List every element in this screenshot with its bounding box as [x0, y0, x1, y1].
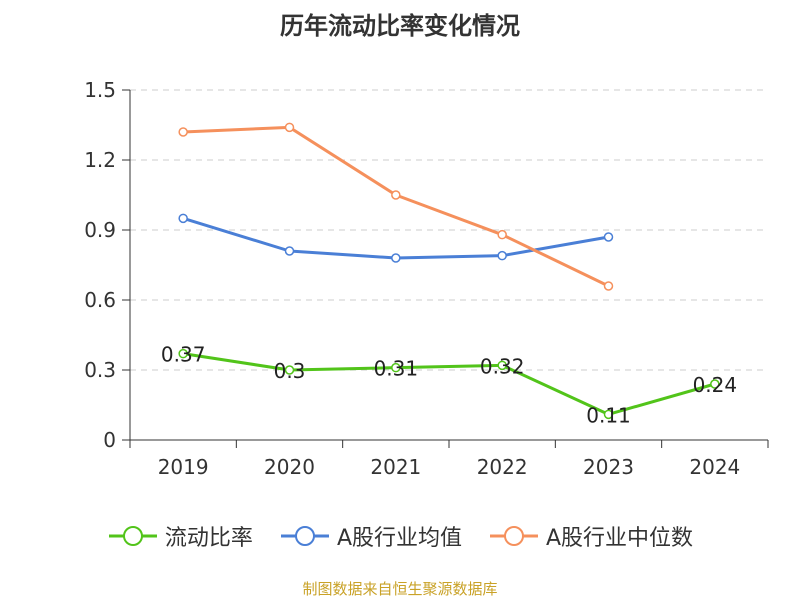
data-label: 0.31: [374, 357, 419, 381]
grid-layer: [130, 89, 768, 371]
y-tick-label: 0: [103, 428, 116, 452]
data-label: 0.37: [161, 343, 206, 367]
y-tick-label: 1.2: [84, 148, 116, 172]
legend: 流动比率 A股行业均值 A股行业中位数: [0, 520, 800, 552]
legend-swatch-marker: [294, 526, 315, 546]
series-line-0: [182, 352, 716, 416]
data-point: [391, 190, 401, 200]
data-label: 0.11: [586, 403, 631, 427]
x-tick-label: 2020: [264, 455, 315, 479]
data-point: [497, 250, 507, 261]
legend-item[interactable]: A股行业中位数: [488, 520, 693, 552]
data-point: [603, 232, 614, 242]
data-point: [391, 362, 401, 373]
data-point: [178, 127, 188, 137]
data-source-note: 制图数据来自恒生聚源数据库: [302, 580, 498, 598]
x-tick-label: 2023: [583, 455, 634, 479]
data-point: [497, 360, 507, 371]
x-tick-label: 2024: [689, 455, 740, 479]
legend-item[interactable]: A股行业均值: [279, 520, 462, 552]
legend-swatch-marker: [504, 526, 524, 546]
data-point: [284, 122, 295, 133]
data-point: [603, 409, 614, 420]
y-tick-label: 1.5: [84, 78, 116, 102]
x-tick-label: 2021: [370, 455, 421, 479]
data-point: [178, 348, 188, 359]
data-point: [284, 365, 295, 375]
legend-swatch-icon: [490, 526, 538, 546]
x-tick-label: 2019: [158, 455, 209, 479]
y-tick-label: 0.6: [84, 288, 116, 312]
data-point: [391, 253, 401, 263]
data-point: [178, 213, 188, 224]
legend-swatch-icon: [108, 526, 157, 546]
legend-swatch-marker: [122, 526, 143, 546]
data-label-layer: 0.37 0.3 0.31 0.32 0.11 0.24: [161, 343, 737, 428]
chart-title: 历年流动比率变化情况: [280, 12, 520, 40]
data-point: [284, 246, 295, 256]
legend-label: A股行业均值: [336, 526, 462, 551]
axis-layer: 0 0.3 0.6 0.9 1.2 1.5 2019 2020 2021 2022 2023 2024: [84, 78, 769, 479]
legend-label: 流动比率: [164, 526, 253, 551]
data-label: 0.24: [693, 373, 738, 397]
legend-swatch-icon: [280, 526, 329, 546]
data-point: [497, 229, 507, 240]
series-layer: [178, 122, 720, 420]
y-tick-label: 0.9: [84, 218, 116, 242]
legend-label: A股行业中位数: [546, 526, 694, 551]
data-point: [710, 379, 720, 389]
data-label: 0.32: [480, 354, 525, 378]
data-label: 0.3: [274, 359, 306, 383]
x-tick-label: 2022: [477, 455, 528, 479]
y-tick-label: 0.3: [84, 358, 116, 382]
data-point: [603, 281, 614, 291]
legend-item[interactable]: 流动比率: [107, 520, 253, 552]
series-line-1: [182, 216, 609, 260]
